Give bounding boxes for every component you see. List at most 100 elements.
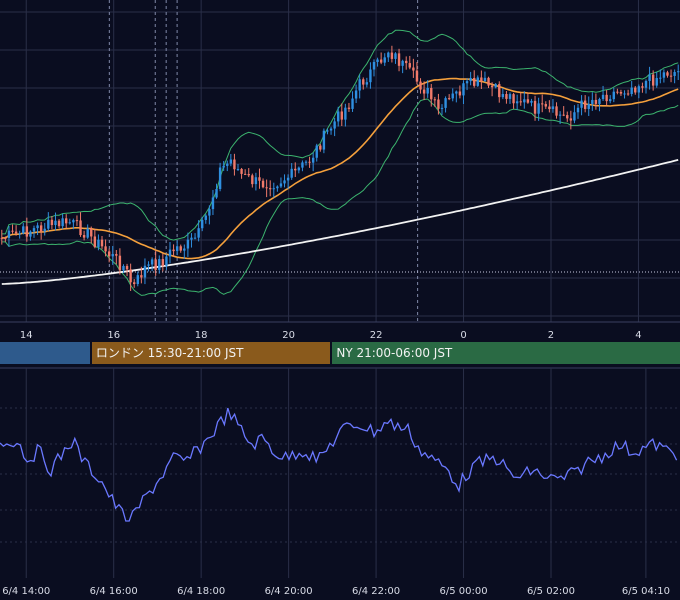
candle-body — [208, 209, 211, 216]
candle-body — [4, 237, 7, 239]
candle-body — [358, 79, 361, 91]
candle-body — [626, 93, 630, 95]
oscillator-x-tick-label: 6/5 04:10 — [622, 586, 670, 597]
candle-body — [154, 259, 157, 270]
candle-body — [598, 99, 601, 104]
oscillator-series-line — [0, 407, 678, 522]
candle-body — [215, 189, 218, 198]
price-x-tick-label: 14 — [20, 330, 33, 341]
oscillator-panel[interactable]: 6/4 14:00 6/4 16:00 6/4 18:00 6/4 20:00 6/4 … — [0, 367, 680, 597]
candle-body — [90, 228, 93, 237]
candle-body — [65, 218, 68, 224]
candle-body — [236, 168, 240, 170]
candle-body — [311, 157, 315, 163]
candle-body — [634, 87, 637, 93]
candle-body — [175, 246, 179, 252]
candle-body — [430, 88, 433, 100]
candle-body — [333, 121, 336, 129]
candle-body — [666, 72, 669, 76]
candle-body — [480, 77, 483, 82]
candle-body — [115, 254, 118, 256]
candle-body — [637, 86, 641, 93]
candle-body — [537, 103, 540, 114]
candle-body — [641, 86, 644, 88]
candle-body — [659, 77, 662, 79]
candle-body — [72, 220, 75, 223]
candle-body — [22, 226, 25, 234]
candle-body — [526, 99, 530, 103]
candle-body — [462, 83, 465, 96]
candlesticks — [0, 45, 680, 291]
candle-body — [569, 118, 573, 121]
candle-body — [97, 239, 100, 248]
candle-body — [376, 59, 379, 62]
candle-body — [18, 233, 21, 235]
candle-body — [283, 180, 286, 184]
candle-body — [308, 161, 311, 163]
candle-body — [447, 98, 451, 100]
candle-body — [75, 220, 79, 222]
candle-body — [161, 259, 165, 266]
candle-body — [397, 53, 401, 66]
candle-body — [47, 219, 50, 229]
candle-body — [100, 239, 104, 247]
price-x-tick-label: 2 — [548, 330, 554, 341]
candle-body — [57, 220, 61, 227]
candle-body — [61, 218, 64, 227]
moving-average-long — [1, 159, 679, 285]
candle-body — [651, 74, 655, 86]
candle-body — [662, 72, 666, 78]
candle-body — [594, 99, 598, 104]
oscillator-x-tick-label: 6/4 14:00 — [2, 586, 50, 597]
candle-body — [86, 228, 89, 238]
session-band — [0, 342, 92, 364]
candle-body — [233, 159, 236, 170]
candle-body — [465, 81, 469, 84]
oscillator-x-tick-label: 6/5 02:00 — [527, 586, 575, 597]
candle-body — [286, 177, 290, 181]
candle-body — [204, 215, 207, 220]
candle-body — [68, 222, 71, 224]
oscillator-line — [0, 407, 678, 522]
candle-body — [158, 259, 161, 270]
candle-body — [354, 90, 358, 99]
candle-body — [648, 74, 651, 81]
price-x-tick-label: 18 — [195, 330, 208, 341]
candle-body — [372, 61, 376, 70]
price-panel[interactable]: 14 16 18 20 22 0 2 4 — [0, 0, 680, 341]
candle-body — [394, 53, 397, 59]
candle-body — [566, 115, 569, 119]
candle-body — [630, 87, 633, 94]
candle-body — [623, 93, 626, 95]
candle-body — [326, 130, 329, 132]
candle-body — [401, 60, 404, 66]
oscillator-x-tick-label: 6/4 16:00 — [90, 586, 138, 597]
candle-body — [576, 107, 580, 113]
candle-body — [426, 88, 429, 94]
moving-average-short — [1, 77, 679, 260]
candle-body — [240, 168, 243, 174]
candle-body — [279, 183, 283, 187]
candle-body — [476, 77, 479, 86]
candle-body — [82, 235, 86, 238]
candle-body — [440, 107, 444, 109]
candle-body — [111, 254, 114, 257]
price-x-tick-label: 20 — [282, 330, 295, 341]
candle-body — [79, 220, 82, 236]
candle-body — [319, 145, 322, 150]
candle-body — [186, 239, 190, 249]
candle-body — [419, 81, 422, 90]
candle-body — [533, 100, 537, 114]
candle-body — [451, 93, 454, 99]
candle-body — [558, 114, 562, 116]
candle-body — [104, 246, 107, 252]
candle-body — [43, 228, 46, 232]
session-band: NY 21:00-06:00 JST — [332, 342, 680, 364]
candle-body — [133, 282, 136, 285]
candle-body — [50, 219, 54, 226]
candle-body — [29, 231, 32, 237]
candle-body — [201, 219, 204, 229]
bollinger-bands — [1, 29, 679, 296]
candle-body — [365, 82, 369, 85]
